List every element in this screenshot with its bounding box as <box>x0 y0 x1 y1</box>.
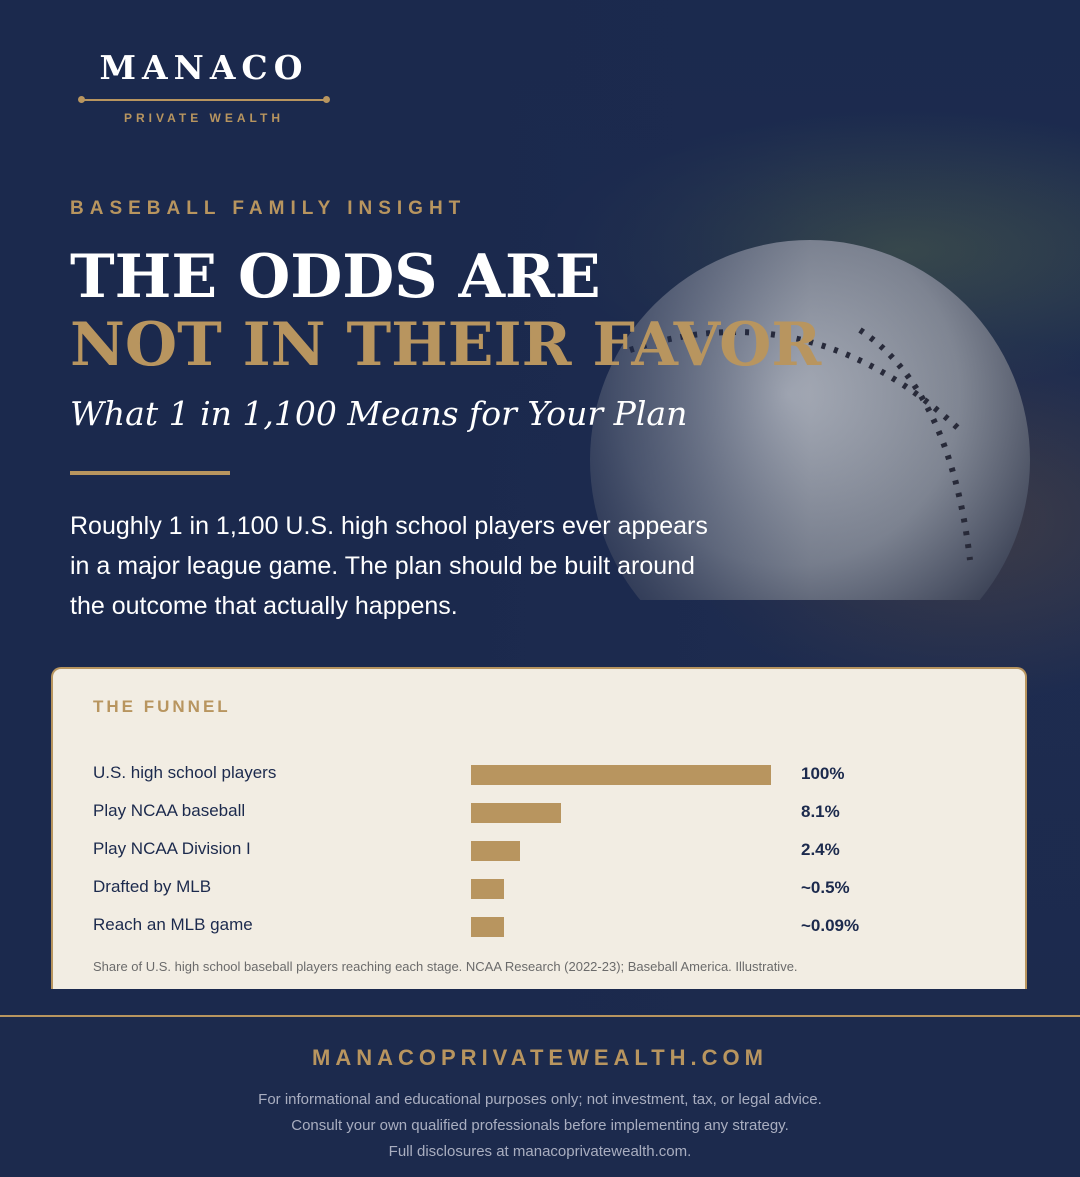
headline-line-2: NOT IN THEIR FAVOR <box>70 310 822 380</box>
funnel-row: Play NCAA baseball 8.1% <box>93 799 993 837</box>
funnel-bar-track <box>471 803 771 823</box>
footer-divider <box>0 1015 1080 1017</box>
logo-wordmark: MANACO <box>99 48 309 87</box>
funnel-row: Play NCAA Division I 2.4% <box>93 837 993 875</box>
footer-disclaimer: For informational and educational purpos… <box>0 1087 1080 1165</box>
logo: MANACO PRIVATE WEALTH <box>78 48 330 125</box>
footer-disclaimer-line: Full disclosures at manacoprivatewealth.… <box>388 1143 692 1160</box>
funnel-row-value: 2.4% <box>801 840 840 859</box>
accent-divider <box>70 471 230 475</box>
subheadline: What 1 in 1,100 Means for Your Plan <box>70 394 688 433</box>
funnel-bar-track <box>471 841 771 861</box>
headline-line-1: THE ODDS ARE <box>70 242 601 312</box>
funnel-row-value: ~0.09% <box>801 916 860 935</box>
footer-disclaimer-line: Consult your own qualified professionals… <box>291 1117 789 1134</box>
funnel-row: U.S. high school players 100% <box>93 761 993 799</box>
eyebrow-label: BASEBALL FAMILY INSIGHT <box>70 198 467 219</box>
funnel-bar <box>471 917 504 937</box>
funnel-row-value: ~0.5% <box>801 878 850 897</box>
footer-website-link[interactable]: MANACOPRIVATEWEALTH.COM <box>312 1045 768 1070</box>
funnel-row-value: 100% <box>801 764 845 783</box>
funnel-row-label: U.S. high school players <box>93 763 277 782</box>
funnel-title: THE FUNNEL <box>93 697 231 716</box>
funnel-bar-track <box>471 917 771 937</box>
footer-disclaimer-line: For informational and educational purpos… <box>258 1091 822 1108</box>
funnel-row-label: Drafted by MLB <box>93 877 212 896</box>
logo-tagline: PRIVATE WEALTH <box>124 111 284 125</box>
footer: MANACOPRIVATEWEALTH.COM For informationa… <box>0 1017 1080 1177</box>
funnel-bar-track <box>471 765 771 785</box>
funnel-bar-track <box>471 879 771 899</box>
funnel-bar <box>471 879 504 899</box>
funnel-bar <box>471 803 561 823</box>
funnel-row-value: 8.1% <box>801 802 840 821</box>
funnel-row-label: Play NCAA baseball <box>93 801 246 820</box>
funnel-row-label: Play NCAA Division I <box>93 839 251 858</box>
funnel-row: Reach an MLB game ~0.09% <box>93 913 993 951</box>
funnel-row-label: Reach an MLB game <box>93 915 253 934</box>
funnel-bar <box>471 841 520 861</box>
logo-divider <box>78 95 330 105</box>
intro-paragraph: Roughly 1 in 1,100 U.S. high school play… <box>70 512 708 620</box>
funnel-card: THE FUNNEL U.S. high school players 100%… <box>51 667 1027 989</box>
funnel-row: Drafted by MLB ~0.5% <box>93 875 993 913</box>
funnel-bar <box>471 765 771 785</box>
funnel-source-note: Share of U.S. high school baseball playe… <box>93 959 798 974</box>
